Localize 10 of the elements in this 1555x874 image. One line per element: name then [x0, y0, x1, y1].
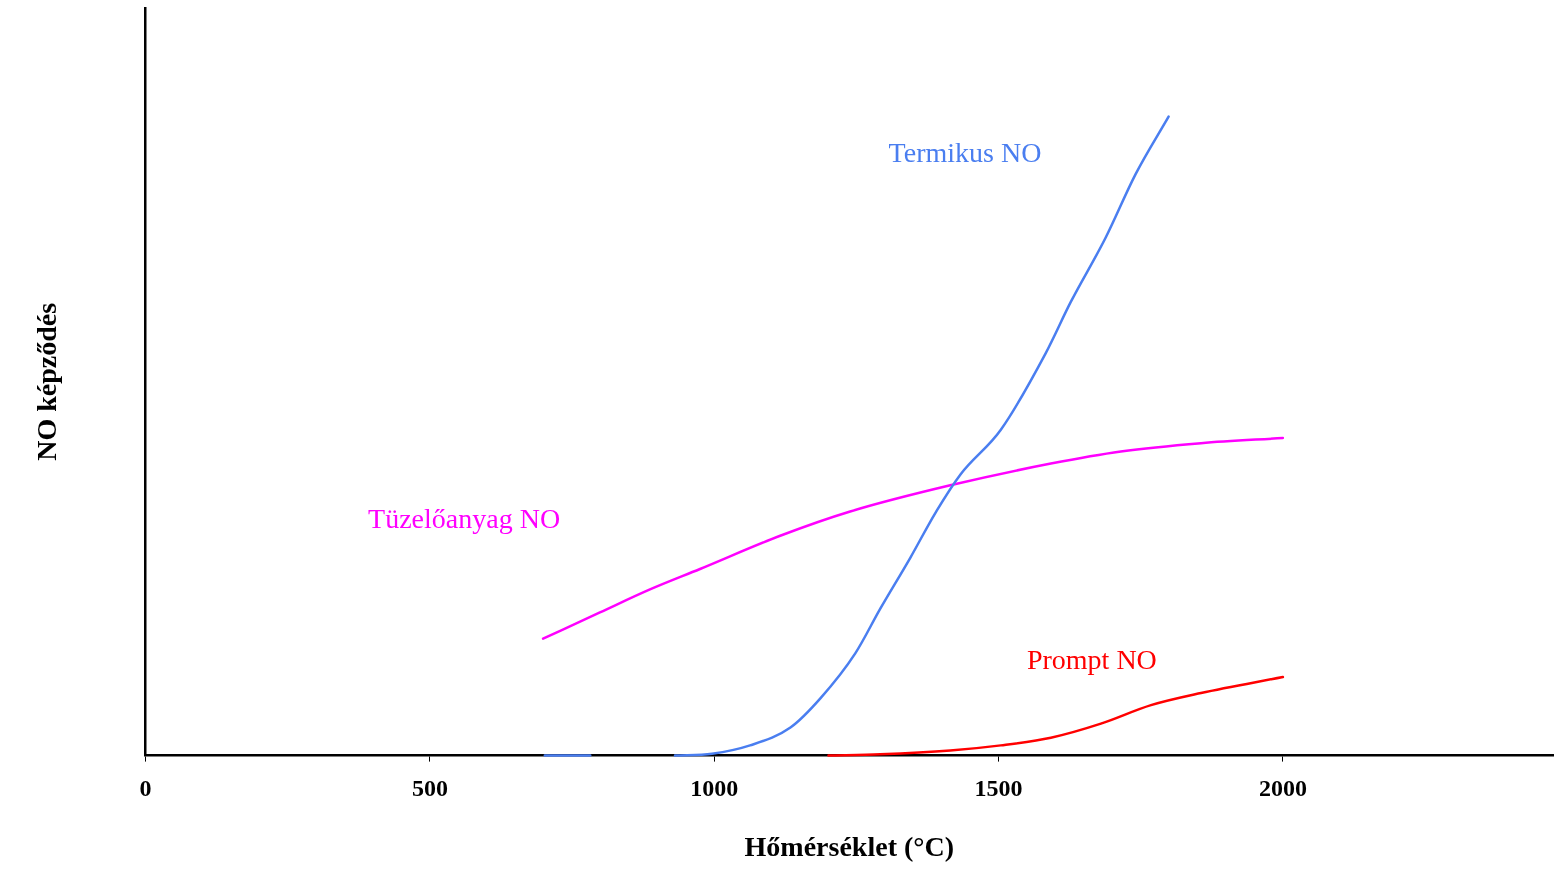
x-tick-label: 500 [411, 775, 448, 802]
series-label: Prompt NO [1026, 644, 1157, 676]
x-tick-label: 1500 [974, 775, 1023, 802]
text: Tüzelőanyag NO [368, 503, 561, 535]
x-axis-title: Hőmérséklet (°C) [744, 831, 955, 863]
x-tick-label: 1000 [690, 775, 739, 802]
y-axis-title: NO képződés [31, 302, 63, 461]
x-tick-label: 2000 [1258, 775, 1307, 802]
text: Termikus NO [888, 136, 1042, 168]
x-tick-label: 0 [139, 775, 152, 802]
